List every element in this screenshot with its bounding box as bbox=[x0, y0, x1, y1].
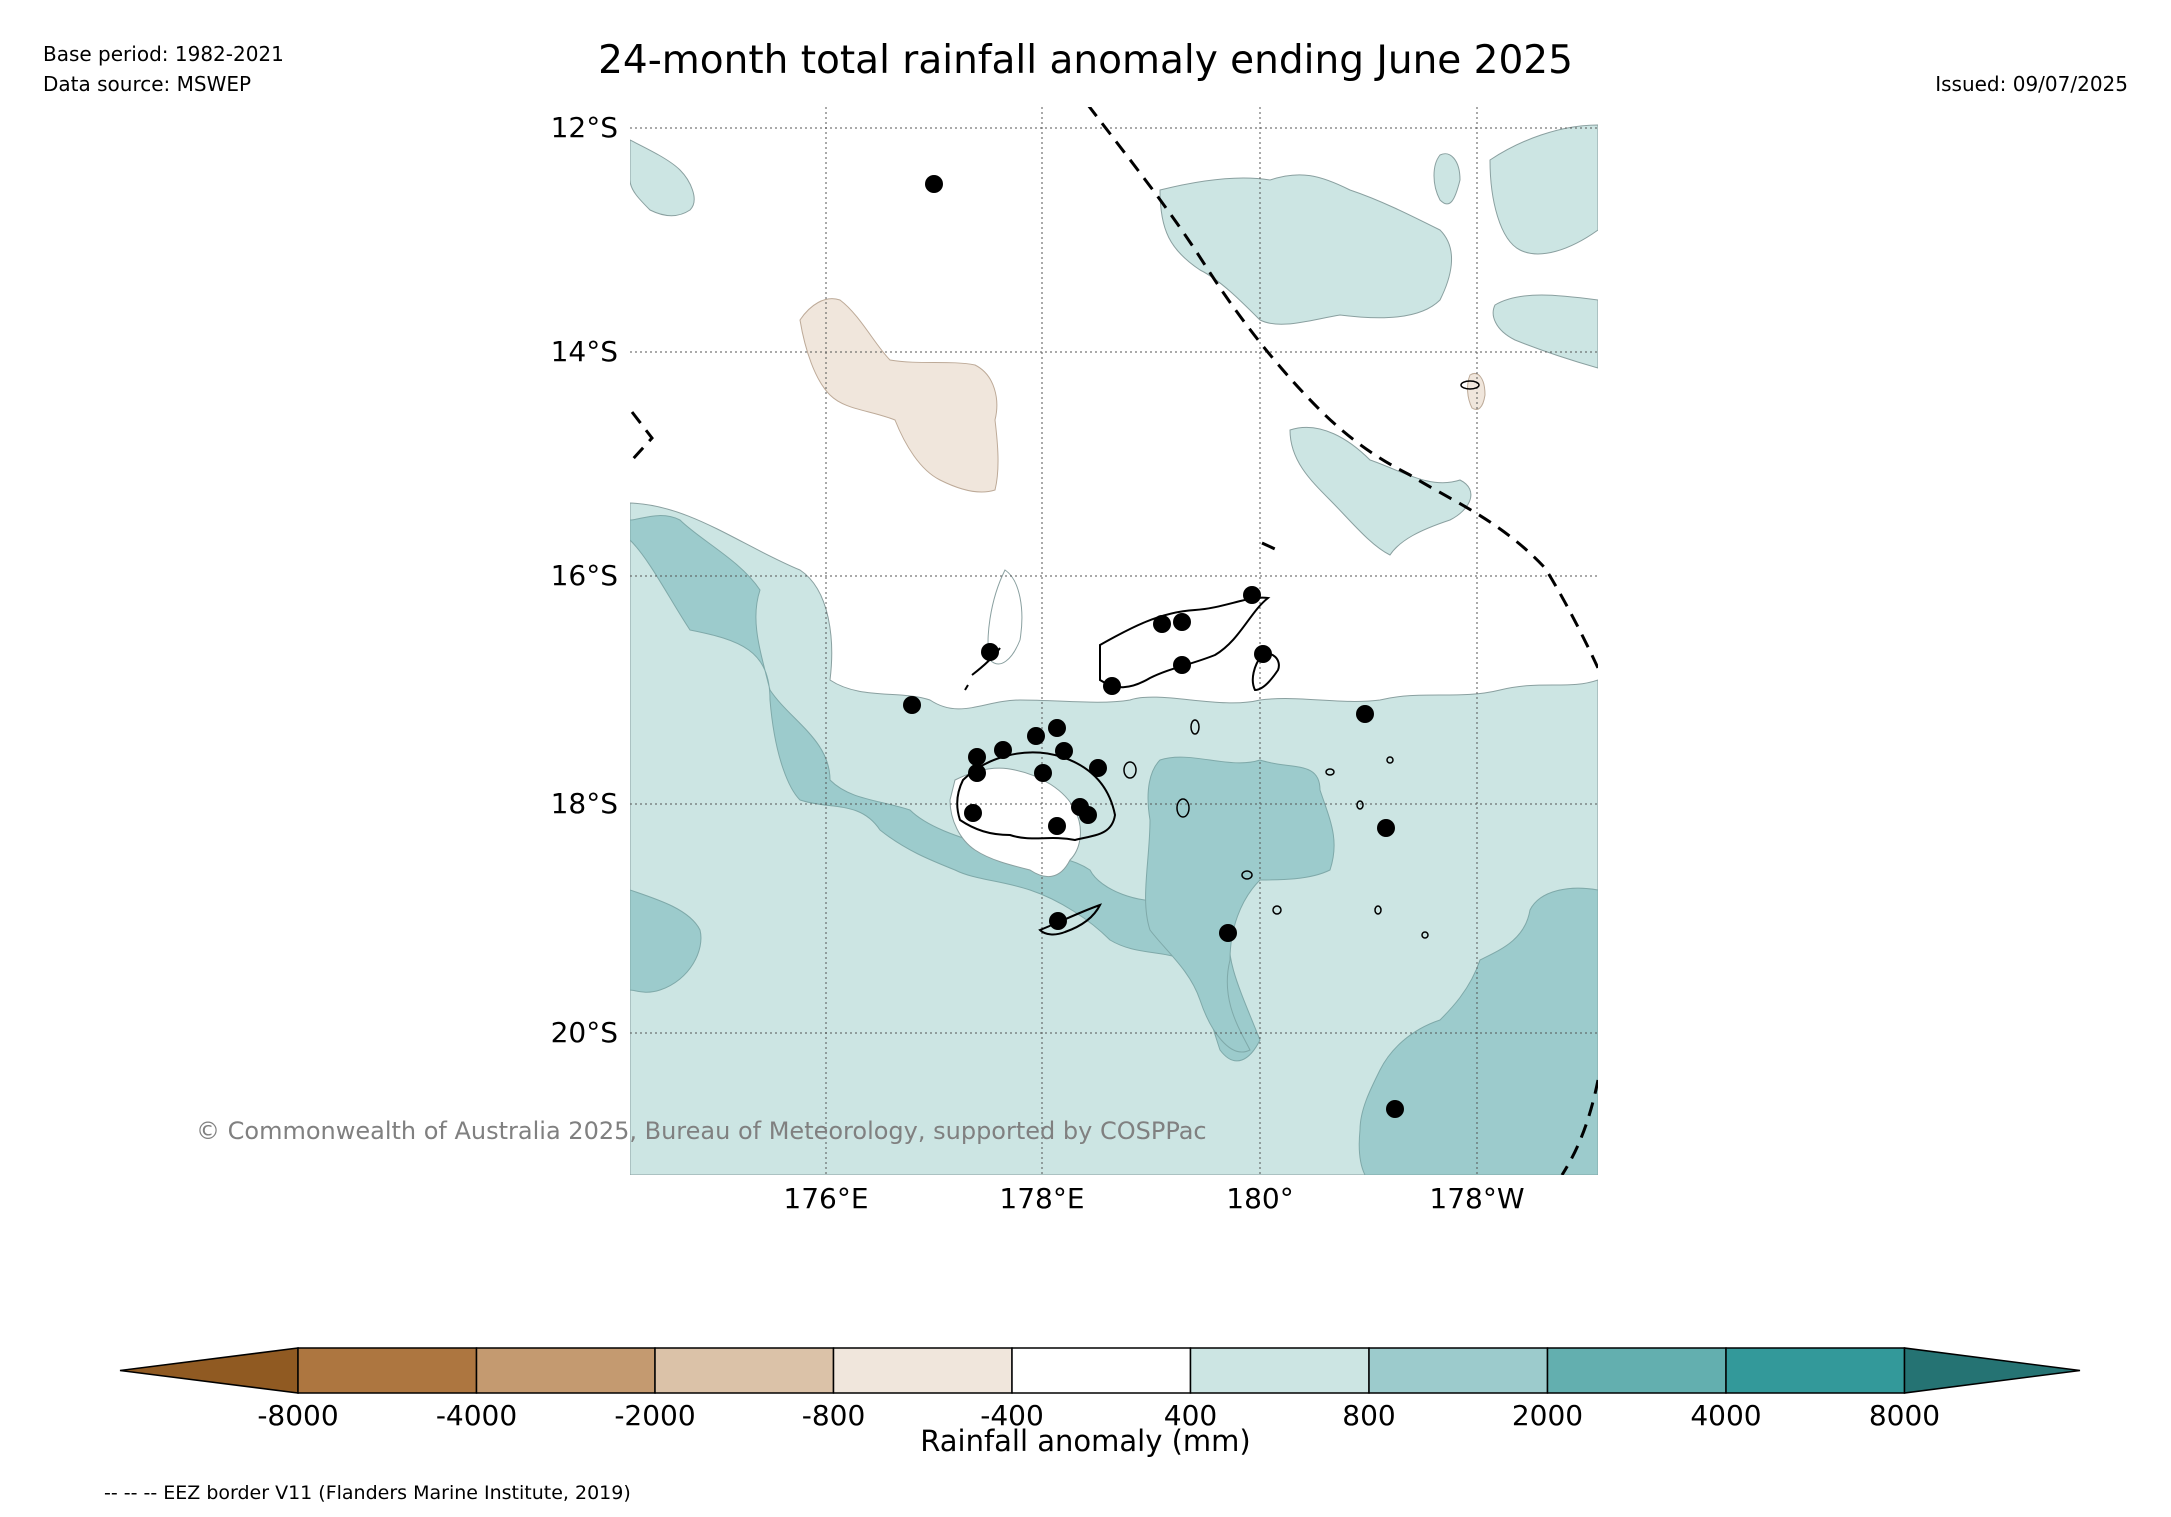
colorbar-extend-high bbox=[1903, 1347, 2081, 1394]
island-coastlines bbox=[956, 596, 1280, 936]
anomaly-zone-neg-800-400-islet bbox=[1467, 373, 1486, 410]
station-marker[interactable] bbox=[1356, 705, 1374, 723]
station-marker[interactable] bbox=[1103, 677, 1121, 695]
anomaly-zone-400-800-north-far-east bbox=[1489, 124, 1598, 255]
colorbar-segment bbox=[297, 1347, 478, 1394]
anomaly-zone-400-800-east-strip bbox=[1289, 426, 1472, 556]
lat-label-20s: 20°S bbox=[551, 1016, 618, 1049]
colorbar-tick-label: -2000 bbox=[614, 1399, 695, 1432]
taveuni-coast bbox=[1251, 652, 1280, 692]
colorbar-segment bbox=[1368, 1347, 1549, 1394]
lat-label-18s: 18°S bbox=[551, 787, 618, 820]
station-marker[interactable] bbox=[964, 804, 982, 822]
anomaly-zone-400-800-south bbox=[630, 502, 1598, 1175]
station-marker[interactable] bbox=[1079, 806, 1097, 824]
anomaly-zone-neutral-viti-levu bbox=[949, 767, 1081, 878]
station-marker[interactable] bbox=[1034, 764, 1052, 782]
base-period-note: Base period: 1982-2021 bbox=[43, 42, 284, 66]
colorbar-tick-label: -800 bbox=[802, 1399, 866, 1432]
station-marker[interactable] bbox=[1048, 719, 1066, 737]
colorbar-segment bbox=[1011, 1347, 1192, 1394]
eez-border-lines bbox=[630, 107, 1598, 1175]
colorbar-extend-low bbox=[119, 1347, 299, 1394]
anomaly-zone-800-2000-west bbox=[630, 515, 1261, 1062]
station-marker[interactable] bbox=[1219, 924, 1237, 942]
colorbar-tick-label: -4000 bbox=[436, 1399, 517, 1432]
station-marker[interactable] bbox=[1173, 656, 1191, 674]
anomaly-zone-800-2000-southwest bbox=[630, 889, 702, 993]
map-title: 24-month total rainfall anomaly ending J… bbox=[598, 38, 1573, 83]
station-marker[interactable] bbox=[1377, 819, 1395, 837]
lat-label-16s: 16°S bbox=[551, 559, 618, 592]
lat-label-12s: 12°S bbox=[551, 111, 618, 144]
latitude-labels: 12°S 14°S 16°S 18°S 20°S bbox=[551, 111, 618, 1049]
lat-label-14s: 14°S bbox=[551, 335, 618, 368]
anomaly-zone-400-800-small-north bbox=[1433, 153, 1461, 205]
anomaly-zone-400-800-north-east bbox=[1159, 174, 1453, 325]
colorbar-tick-label: 400 bbox=[1164, 1399, 1217, 1432]
small-islets bbox=[1123, 380, 1480, 939]
lon-label-178e: 178°E bbox=[999, 1182, 1084, 1215]
eez-border-legend: -- -- -- EEZ border V11 (Flanders Marine… bbox=[104, 1482, 631, 1504]
anomaly-zone-neg-800-400-north bbox=[799, 298, 999, 493]
data-source-note: Data source: MSWEP bbox=[43, 72, 252, 96]
station-marker[interactable] bbox=[1048, 817, 1066, 835]
colorbar-segment bbox=[832, 1347, 1013, 1394]
station-marker[interactable] bbox=[994, 741, 1012, 759]
anomaly-zone-400-800-east-mid bbox=[1492, 294, 1598, 369]
colorbar: -8000 -4000 -2000 -800 -400 400 800 2000 4000 800… bbox=[119, 1347, 2081, 1432]
colorbar-segment bbox=[654, 1347, 835, 1394]
colorbar-segment bbox=[475, 1347, 656, 1394]
kadavu-coast bbox=[1038, 903, 1102, 936]
colorbar-segment bbox=[1725, 1347, 1906, 1394]
lon-label-180: 180° bbox=[1226, 1182, 1293, 1215]
colorbar-tick-label: 4000 bbox=[1690, 1399, 1761, 1432]
copyright-notice: © Commonwealth of Australia 2025, Bureau… bbox=[196, 1117, 1207, 1145]
station-marker[interactable] bbox=[1243, 586, 1261, 604]
station-marker[interactable] bbox=[1153, 615, 1171, 633]
vanua-levu-coast bbox=[1099, 596, 1271, 689]
station-marker[interactable] bbox=[1173, 613, 1191, 631]
station-marker[interactable] bbox=[1254, 645, 1272, 663]
station-marker[interactable] bbox=[968, 764, 986, 782]
colorbar-segment bbox=[1189, 1347, 1370, 1394]
station-marker[interactable] bbox=[1386, 1100, 1404, 1118]
station-marker[interactable] bbox=[1027, 727, 1045, 745]
map-panel bbox=[630, 107, 1598, 1175]
anomaly-zone-800-2000-central bbox=[1145, 756, 1335, 1053]
longitude-labels: 176°E 178°E 180° 178°W bbox=[783, 1182, 1524, 1215]
colorbar-label: Rainfall anomaly (mm) bbox=[920, 1424, 1251, 1458]
anomaly-zone-800-2000-southeast bbox=[1358, 887, 1598, 1175]
colorbar-tick-label: -8000 bbox=[257, 1399, 338, 1432]
station-marker[interactable] bbox=[1089, 759, 1107, 777]
station-marker[interactable] bbox=[1055, 742, 1073, 760]
colorbar-tick-label: 8000 bbox=[1869, 1399, 1940, 1432]
map-gridlines bbox=[630, 107, 1598, 1175]
anomaly-zone-400-800-northwest bbox=[630, 139, 695, 217]
colorbar-tick-label: -400 bbox=[980, 1399, 1044, 1432]
colorbar-tick-label: 2000 bbox=[1512, 1399, 1583, 1432]
station-marker[interactable] bbox=[903, 696, 921, 714]
rainfall-stations bbox=[903, 175, 1404, 1118]
viti-levu-coast bbox=[956, 751, 1117, 842]
station-marker[interactable] bbox=[968, 748, 986, 766]
lon-label-176e: 176°E bbox=[783, 1182, 868, 1215]
lon-label-178w: 178°W bbox=[1429, 1182, 1524, 1215]
anomaly-zone-neutral-north-channel bbox=[987, 569, 1023, 665]
colorbar-segment bbox=[1546, 1347, 1727, 1394]
station-marker[interactable] bbox=[925, 175, 943, 193]
station-marker[interactable] bbox=[981, 643, 999, 661]
colorbar-tick-label: 800 bbox=[1342, 1399, 1395, 1432]
station-marker[interactable] bbox=[1049, 912, 1067, 930]
issued-date: Issued: 09/07/2025 bbox=[1935, 72, 2128, 96]
